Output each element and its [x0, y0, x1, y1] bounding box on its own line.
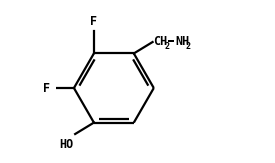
Text: 2: 2	[186, 42, 191, 51]
Text: F: F	[90, 15, 97, 28]
Text: 2: 2	[164, 42, 169, 51]
Text: HO: HO	[59, 138, 73, 151]
Text: NH: NH	[175, 35, 189, 48]
Text: F: F	[43, 82, 50, 95]
Text: CH: CH	[153, 35, 168, 48]
